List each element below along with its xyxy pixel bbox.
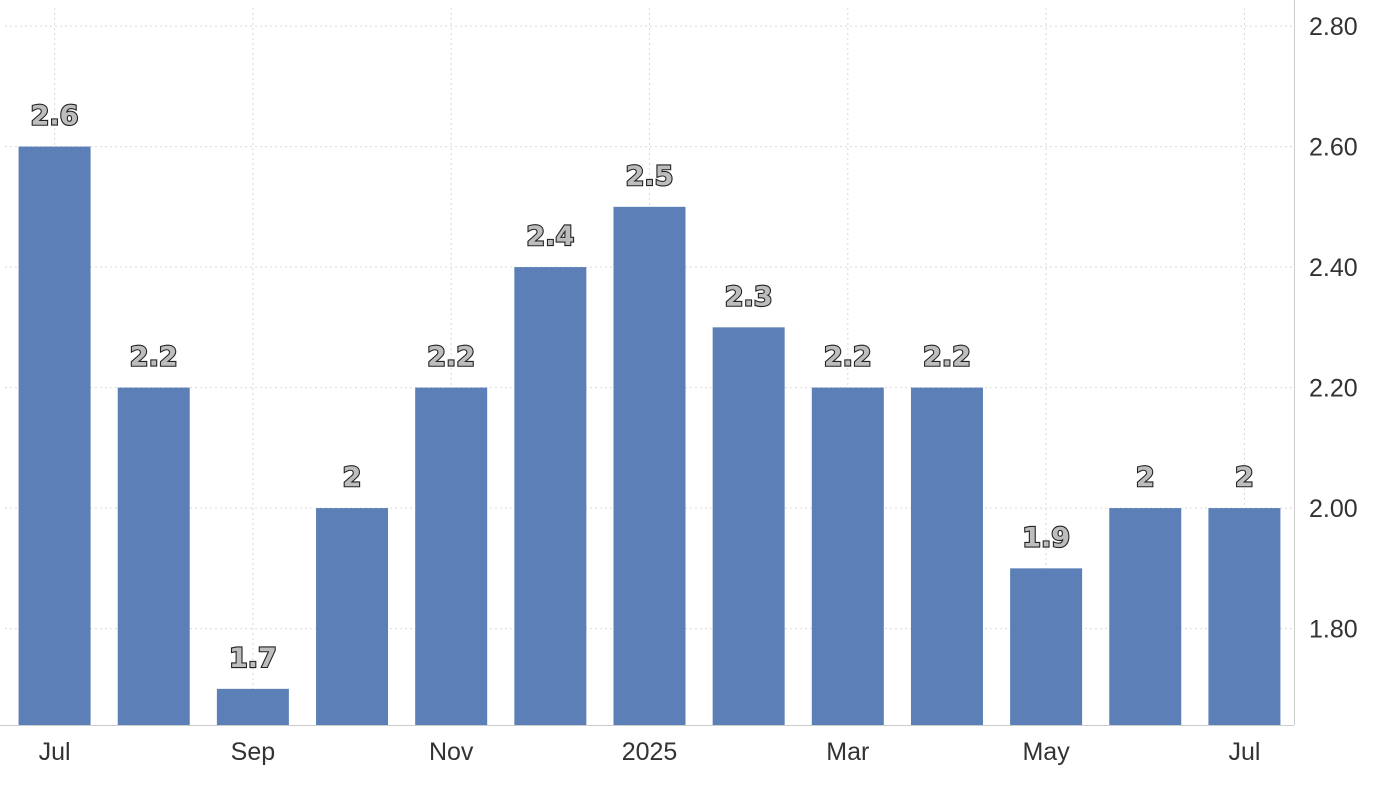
data-label: 2.2 [427,342,475,373]
bar-jul [1208,508,1281,725]
x-tick-label: Jul [39,738,71,766]
data-label: 2 [1136,462,1155,493]
x-tick-label: Nov [429,738,474,766]
y-tick-label: 2.00 [1309,495,1358,523]
data-label: 1.7 [229,643,277,674]
bar-dec [514,267,587,725]
x-tick-label: Sep [231,738,275,766]
bar-sep [216,688,289,725]
x-tick-label: 2025 [622,738,678,766]
bar-jan [613,206,686,726]
data-label: 2 [343,462,362,493]
bar-mar [811,387,884,725]
x-tick-label: May [1022,738,1070,766]
bar-aug [117,387,190,725]
bar-jul [18,146,91,725]
bar-apr [910,387,983,725]
x-tick-label: Mar [826,738,869,766]
data-label: 2.6 [31,101,79,132]
bar-jun [1109,508,1182,725]
data-label: 2.2 [923,342,971,373]
data-label: 2.4 [526,221,574,252]
data-label: 2 [1235,462,1254,493]
x-tick-label: Jul [1228,738,1260,766]
y-tick-label: 2.60 [1309,134,1358,162]
data-label: 2.2 [824,342,872,373]
y-tick-label: 2.80 [1309,13,1358,41]
data-label: 2.3 [725,281,773,312]
data-label: 2.5 [626,161,674,192]
y-tick-label: 2.40 [1309,254,1358,282]
data-label: 1.9 [1022,522,1070,553]
bar-oct [316,508,389,725]
bar-nov [415,387,488,725]
data-label: 2.2 [130,342,178,373]
bar-may [1010,568,1083,725]
y-tick-label: 2.20 [1309,375,1358,403]
bar-feb [712,327,785,725]
y-tick-label: 1.80 [1309,616,1358,644]
